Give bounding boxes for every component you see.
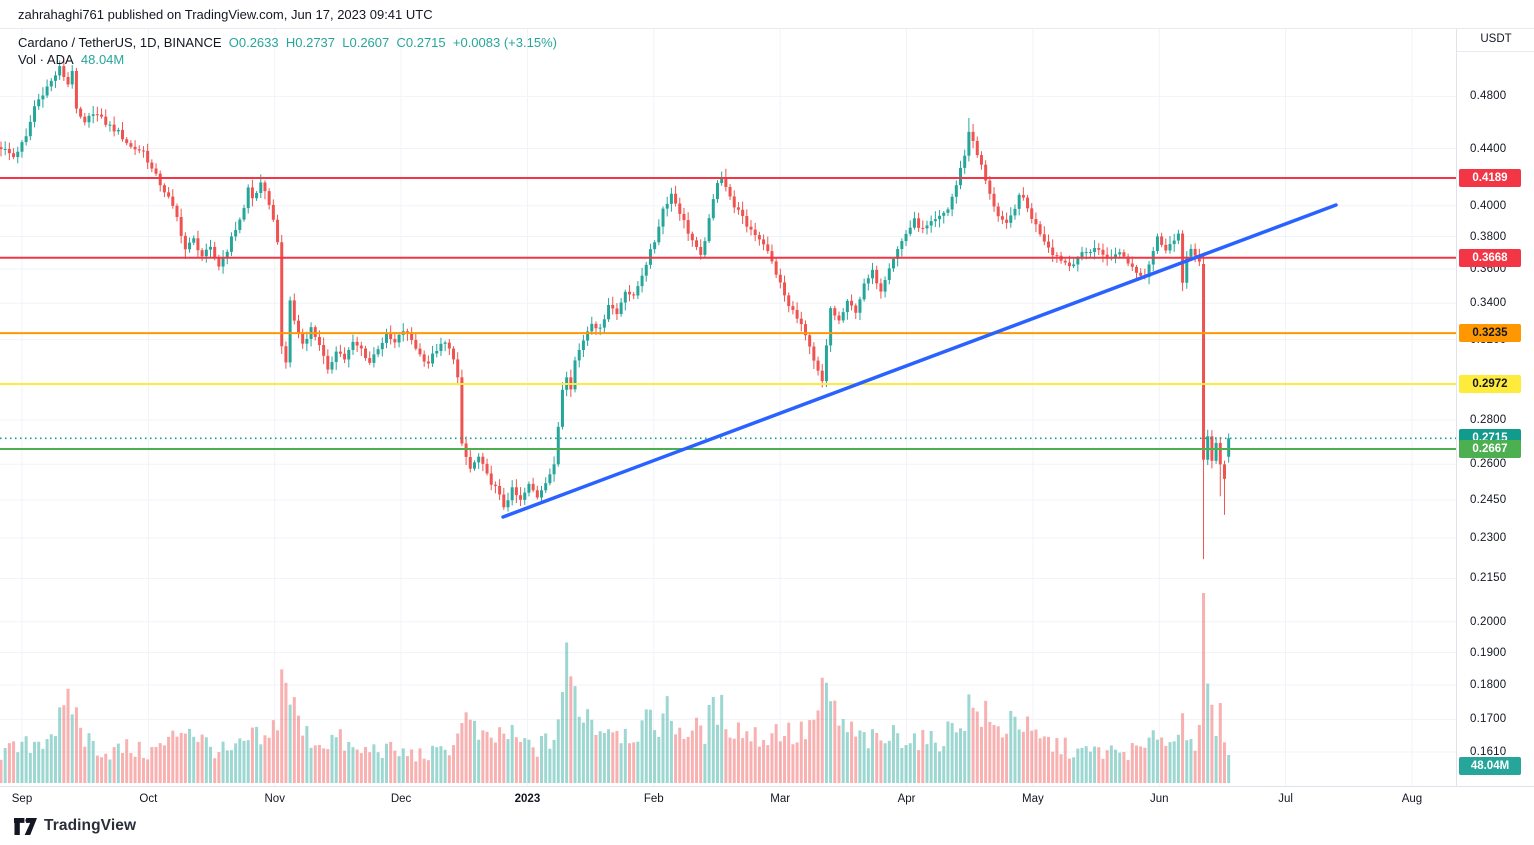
price-tick: 0.3800	[1470, 230, 1507, 243]
price-tick: 0.1800	[1470, 679, 1507, 691]
price-level-badge: 0.3235	[1459, 324, 1521, 343]
footer: TradingView	[14, 817, 136, 835]
time-tick-feb: Feb	[643, 793, 664, 805]
ohlc-low: L0.2607	[342, 35, 390, 50]
time-tick-jul: Jul	[1278, 793, 1293, 805]
price-level-badge: 0.3668	[1459, 248, 1521, 267]
legend: Cardano / TetherUS, 1D, BINANCE O0.2633 …	[18, 34, 557, 68]
time-tick-2023: 2023	[514, 793, 541, 805]
axis-currency-label: USDT	[1457, 29, 1534, 52]
time-tick-aug: Aug	[1401, 793, 1423, 805]
tradingview-logo-icon[interactable]	[14, 817, 37, 835]
ohlc-high: H0.2737	[285, 35, 336, 50]
price-level-badge: 0.2667	[1459, 440, 1521, 459]
price-level-badge: 0.2972	[1459, 375, 1521, 394]
time-tick-mar: Mar	[770, 793, 791, 805]
tradingview-brand-text[interactable]: TradingView	[44, 817, 137, 834]
ohlc-close: C0.2715	[396, 35, 446, 50]
time-tick-nov: Nov	[264, 793, 285, 805]
time-tick-apr: Apr	[897, 793, 916, 805]
ohlc-change: +0.0083 (+3.15%)	[452, 35, 557, 50]
symbol-row: Cardano / TetherUS, 1D, BINANCE O0.2633 …	[18, 34, 557, 51]
time-tick-may: May	[1022, 793, 1044, 805]
chart-area[interactable]: Cardano / TetherUS, 1D, BINANCE O0.2633 …	[0, 29, 1456, 811]
volume-row: Vol · ADA 48.04M	[18, 51, 557, 68]
volume-label: Vol · ADA	[18, 52, 74, 67]
price-tick: 0.4800	[1470, 90, 1507, 103]
volume-value: 48.04M	[80, 52, 125, 67]
price-tick: 0.2000	[1470, 615, 1507, 628]
price-tick: 0.1700	[1470, 713, 1507, 726]
price-tick: 0.2600	[1470, 458, 1507, 471]
price-axis[interactable]: USDT 0.4800 0.4400 0.4000 0.3800 0.3600 0.340…	[1456, 29, 1534, 786]
price-tick: 0.1610	[1470, 745, 1507, 758]
time-tick-dec: Dec	[390, 793, 412, 805]
price-tick: 0.2150	[1470, 572, 1507, 585]
time-tick-jun: Jun	[1149, 793, 1169, 805]
top-bar: zahrahaghi761 published on TradingView.c…	[0, 0, 1534, 29]
ohlc-open: O0.2633	[228, 35, 279, 50]
price-tick: 0.2450	[1470, 493, 1507, 506]
price-tick: 0.3400	[1470, 297, 1507, 310]
publish-info: zahrahaghi761 published on TradingView.c…	[18, 6, 433, 22]
price-tick: 0.2300	[1470, 531, 1507, 544]
time-tick-oct: Oct	[139, 793, 158, 805]
time-axis[interactable]: Sep Oct Nov Dec 2023 Feb Mar Apr May Jun Jul Aug	[0, 786, 1534, 813]
volume-badge: 48.04M	[1459, 757, 1521, 775]
price-tick: 0.1900	[1470, 646, 1507, 659]
chart-canvas[interactable]	[0, 29, 1456, 786]
price-tick: 0.2800	[1470, 413, 1507, 426]
price-tick: 0.4400	[1470, 142, 1507, 155]
price-tick: 0.4000	[1470, 199, 1507, 212]
symbol-title: Cardano / TetherUS, 1D, BINANCE	[18, 35, 222, 50]
price-level-badge: 0.4189	[1459, 169, 1521, 188]
time-tick-sep: Sep	[11, 793, 33, 805]
